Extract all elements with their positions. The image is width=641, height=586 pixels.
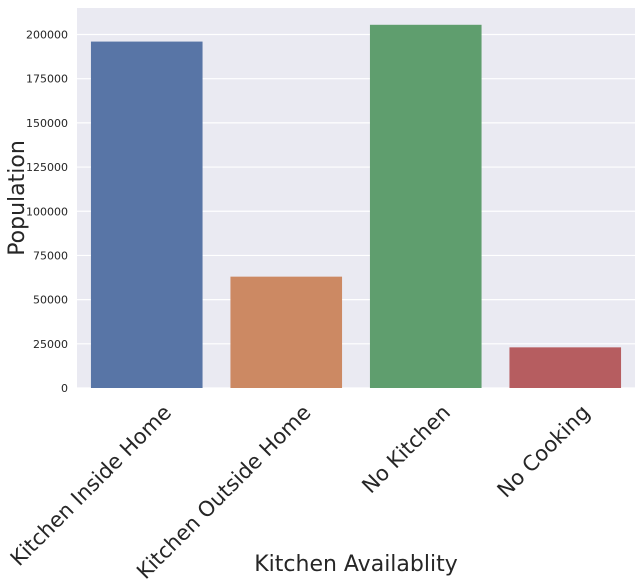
y-tick-label: 50000 (33, 294, 68, 307)
x-tick-label: Kitchen Inside Home (6, 400, 176, 570)
bar-no-kitchen (369, 24, 482, 388)
bar-kitchen-outside-home (230, 276, 343, 388)
bars (90, 24, 622, 389)
y-tick-label: 25000 (33, 338, 68, 351)
y-tick-label: 200000 (26, 29, 68, 42)
y-tick-label: 75000 (33, 249, 68, 262)
bar-kitchen-inside-home (90, 41, 203, 389)
y-axis-label: Population (5, 140, 30, 256)
y-tick-label: 100000 (26, 205, 68, 218)
y-tick-label: 125000 (26, 161, 68, 174)
y-tick-label: 175000 (26, 73, 68, 86)
x-tick-label: No Kitchen (357, 400, 455, 498)
y-axis-ticks: 0 25000 50000 75000 100000 125000 150000 175000… (26, 29, 68, 395)
x-tick-label: No Cooking (493, 400, 595, 502)
x-axis-label: Kitchen Availablity (254, 552, 457, 577)
bar-no-cooking (509, 347, 622, 388)
y-tick-label: 150000 (26, 117, 68, 130)
y-tick-label: 0 (61, 382, 68, 395)
